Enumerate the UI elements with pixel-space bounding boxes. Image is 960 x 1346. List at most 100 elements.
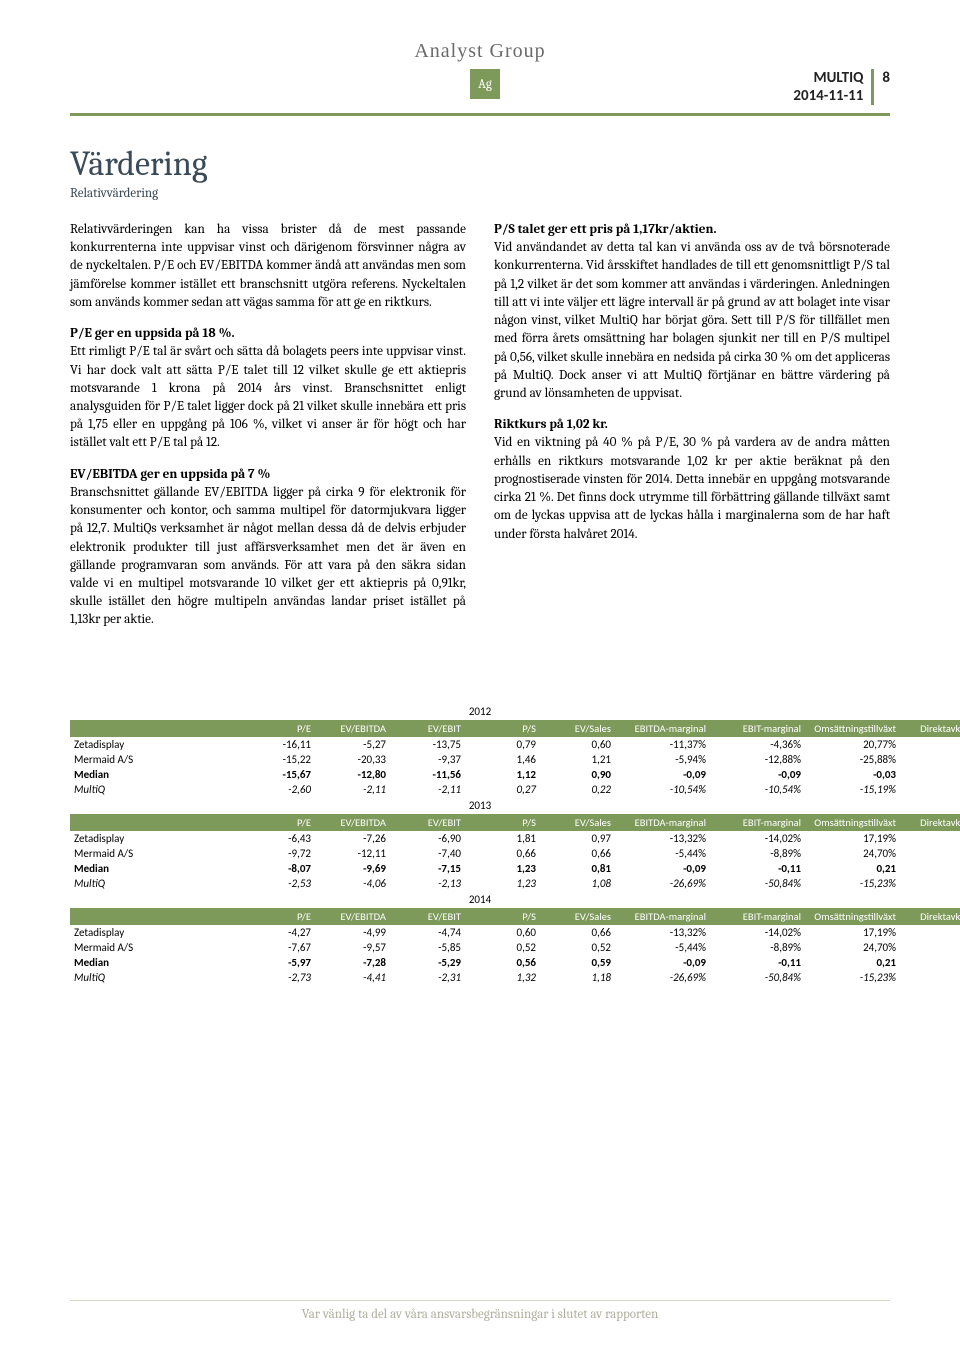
table-cell: -20,33 — [315, 752, 390, 767]
year-label: 2014 — [70, 891, 890, 908]
table-row: Mermaid A/S-9,72-12,11-7,400,660,66-5,44… — [70, 846, 960, 861]
table-cell: 0,00% — [900, 970, 960, 985]
para: Riktkurs på 1,02 kr.Vid en viktning på 4… — [494, 416, 890, 544]
table-cell: 0,60 — [540, 737, 615, 752]
table-cell: 0,60 — [465, 925, 540, 940]
table-cell: -25,88% — [805, 752, 900, 767]
table-cell: -7,15 — [390, 861, 465, 876]
brand-badge: Ag — [470, 69, 500, 99]
table-header: P/E — [240, 720, 315, 737]
brand-name: Analyst Group — [70, 40, 890, 63]
table-cell: 0,00% — [900, 831, 960, 846]
table-cell: -5,94% — [615, 752, 710, 767]
table-row: Zetadisplay-6,43-7,26-6,901,810,97-13,32… — [70, 831, 960, 846]
table-cell: 0,66 — [540, 846, 615, 861]
table-cell: -5,44% — [615, 940, 710, 955]
header-bar: Ag MULTIQ 2014-11-11 8 — [70, 69, 890, 116]
table-cell: 20,77% — [805, 737, 900, 752]
table-cell: -14,02% — [710, 925, 805, 940]
body-columns: Relativvärderingen kan ha vissa brister … — [70, 221, 890, 643]
table-cell: -2,60 — [240, 782, 315, 797]
table-cell: 0,22 — [540, 782, 615, 797]
table-row: MultiQ-2,60-2,11-2,110,270,22-10,54%-10,… — [70, 782, 960, 797]
header-right: MULTIQ 2014-11-11 8 — [793, 69, 890, 105]
table-row: Median-5,97-7,28-5,290,560,59-0,09-0,110… — [70, 955, 960, 970]
page: Analyst Group Ag MULTIQ 2014-11-11 8 Vär… — [0, 0, 960, 1346]
table-cell: 1,21 — [540, 752, 615, 767]
report-date: 2014-11-11 — [793, 87, 863, 105]
table-cell: -9,72 — [240, 846, 315, 861]
right-column: P/S talet ger ett pris på 1,17kr/aktien.… — [494, 221, 890, 643]
table-cell: -13,75 — [390, 737, 465, 752]
table-cell: 1,23 — [465, 876, 540, 891]
table-row: Mermaid A/S-15,22-20,33-9,371,461,21-5,9… — [70, 752, 960, 767]
table-header: Direktavkastning — [900, 908, 960, 925]
table-cell: -0,03 — [805, 767, 900, 782]
table-cell: 0,79 — [465, 737, 540, 752]
table-cell: -7,26 — [315, 831, 390, 846]
para: P/S talet ger ett pris på 1,17kr/aktien.… — [494, 221, 890, 403]
table-cell: -0,09 — [615, 955, 710, 970]
table-cell: -15,19% — [805, 782, 900, 797]
table-cell: 0,52 — [540, 940, 615, 955]
table-cell: 0,97 — [540, 831, 615, 846]
table-header: EV/Sales — [540, 814, 615, 831]
table-cell: -5,97 — [240, 955, 315, 970]
table-cell: -4,36% — [710, 737, 805, 752]
table-cell: -2,11 — [390, 782, 465, 797]
table-cell: 0,27 — [465, 782, 540, 797]
table-cell: 0,66 — [540, 925, 615, 940]
table-cell: 0,66 — [465, 846, 540, 861]
table-cell: -13,32% — [615, 831, 710, 846]
table-cell: -8,89% — [710, 940, 805, 955]
table-cell: -50,84% — [710, 970, 805, 985]
peer-table: P/EEV/EBITDAEV/EBITP/SEV/SalesEBITDA-mar… — [70, 908, 960, 985]
table-cell: -4,41 — [315, 970, 390, 985]
table-header: EV/EBIT — [390, 720, 465, 737]
row-name: Mermaid A/S — [70, 846, 240, 861]
table-cell: 0,00 — [900, 767, 960, 782]
table-header: EV/EBITDA — [315, 720, 390, 737]
sub-heading: P/E ger en uppsida på 18 %. — [70, 326, 235, 341]
para: Relativvärderingen kan ha vissa brister … — [70, 221, 466, 312]
table-cell: 1,23 — [465, 861, 540, 876]
row-name: MultiQ — [70, 782, 240, 797]
table-cell: -15,22 — [240, 752, 315, 767]
table-cell: 0,90 — [540, 767, 615, 782]
table-cell: -13,32% — [615, 925, 710, 940]
table-cell: 24,70% — [805, 940, 900, 955]
table-cell: -4,06 — [315, 876, 390, 891]
page-number: 8 — [874, 69, 890, 105]
company-name: MULTIQ — [793, 69, 863, 87]
page-subtitle: Relativvärdering — [70, 186, 890, 201]
row-name: Median — [70, 955, 240, 970]
table-header: EBITDA-marginal — [615, 814, 710, 831]
table-row: MultiQ-2,53-4,06-2,131,231,08-26,69%-50,… — [70, 876, 960, 891]
row-name: Zetadisplay — [70, 925, 240, 940]
table-cell: -6,90 — [390, 831, 465, 846]
table-cell: -15,23% — [805, 876, 900, 891]
table-cell: 0,00% — [900, 940, 960, 955]
table-header: EV/EBITDA — [315, 908, 390, 925]
table-cell: -7,28 — [315, 955, 390, 970]
table-header — [70, 908, 240, 925]
table-cell: -7,67 — [240, 940, 315, 955]
table-cell: -15,23% — [805, 970, 900, 985]
table-header: EV/Sales — [540, 720, 615, 737]
table-cell: 0,00% — [900, 752, 960, 767]
table-cell: 0,81 — [540, 861, 615, 876]
table-header: Omsättningstillväxt — [805, 908, 900, 925]
header-title-block: MULTIQ 2014-11-11 — [793, 69, 874, 105]
table-header: EBIT-marginal — [710, 908, 805, 925]
table-cell: -9,69 — [315, 861, 390, 876]
table-header: EV/Sales — [540, 908, 615, 925]
para-text: Vid en viktning på 40 % på P/E, 30 % på … — [494, 435, 890, 541]
para-text: Branschsnittet gällande EV/EBITDA ligger… — [70, 485, 466, 628]
table-cell: -50,84% — [710, 876, 805, 891]
year-label: 2012 — [70, 703, 890, 720]
table-cell: 1,32 — [465, 970, 540, 985]
table-header: P/S — [465, 814, 540, 831]
table-cell: 0,00% — [900, 876, 960, 891]
table-cell: -15,67 — [240, 767, 315, 782]
table-cell: -2,31 — [390, 970, 465, 985]
